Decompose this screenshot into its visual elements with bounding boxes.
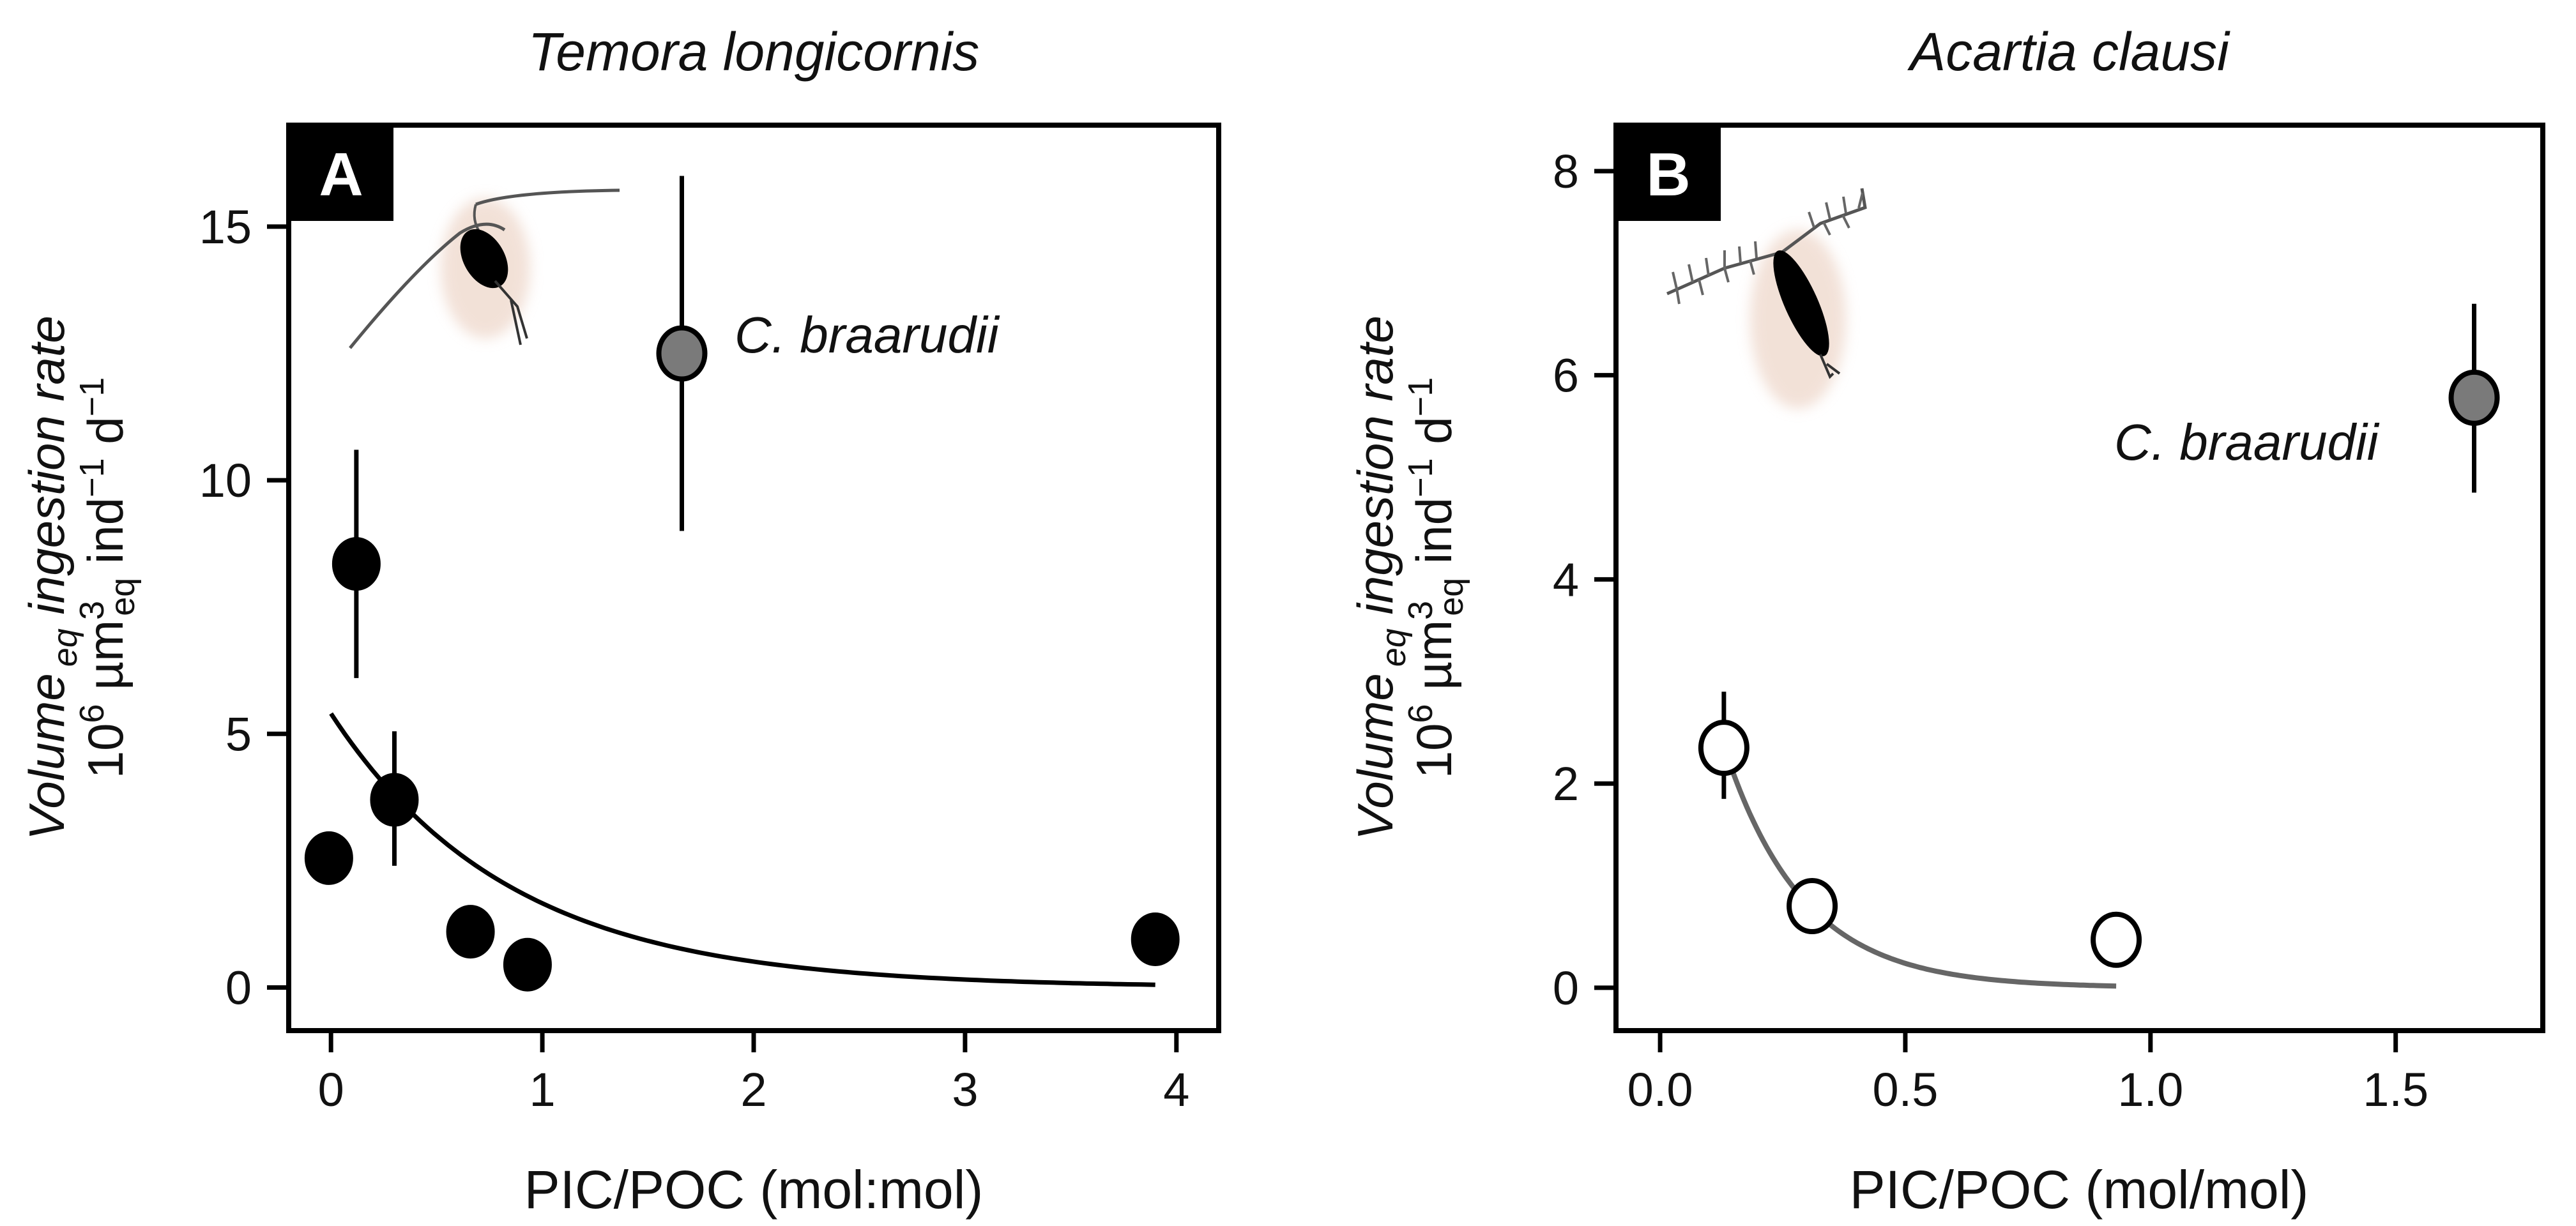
panel-b-y-tick-label: 6 [1553, 349, 1579, 402]
panel-b-data-point [1698, 720, 1749, 776]
panel-b-y-tick-label: 8 [1553, 145, 1579, 198]
panel-a-title: Temora longicornis [528, 22, 980, 82]
panel-a-data-point [332, 537, 381, 591]
panel-b-letter-box [1616, 125, 1721, 221]
panel-b-x-tick-label: 1.0 [2117, 1063, 2183, 1116]
panel-a-ylabel-rest: ingestion rate [19, 315, 75, 628]
panel-b-ylabel2-e: eq [1432, 578, 1470, 616]
panel-b-y-axis: 0 2 4 6 8 [1553, 145, 1616, 1015]
panel-a-x-tick-label: 4 [1163, 1063, 1189, 1116]
svg-text:Volumeeq ingestion rate: Volume eq ingestion rate [1347, 315, 1413, 840]
panel-b-data-point [1787, 877, 1838, 934]
panel-a-x-axis: 0 1 2 3 4 [318, 1031, 1189, 1116]
panel-b-ylabel2-h: d [1406, 416, 1462, 458]
panel-b-ylabel2-g: −1 [1401, 458, 1440, 497]
acartia-copepod-illustration [1666, 188, 1867, 409]
panel-a-y-tick-label: 5 [225, 708, 252, 761]
panel-a-data-point [503, 937, 552, 992]
panel-a-x-tick-label: 1 [530, 1063, 556, 1116]
panel-a-points [304, 176, 1180, 992]
svg-text:106 µm3eq ind−1 d−1: 106 µm3eq ind−1 d−1 [1401, 377, 1470, 779]
panel-b-fit-curve [1721, 745, 2117, 989]
panel-b-ylabel-sub: eq [1375, 628, 1413, 667]
panel-a-data-point [1131, 912, 1180, 967]
panel-b-ylabel2-b: 6 [1401, 704, 1440, 723]
panel-a-ylabel2-d: 3 [73, 601, 111, 620]
panel-b-x-tick-label: 1.5 [2363, 1063, 2428, 1116]
panel-a-ylabel-main: Volume [19, 673, 75, 840]
panel-a-ylabel2-h: d [77, 416, 133, 458]
panel-a-y-tick-label: 15 [199, 201, 252, 254]
panel-b-ylabel2-d: 3 [1401, 601, 1440, 620]
svg-text:Volumeeq ingestion rate: Volume eq ingestion rate [19, 315, 84, 840]
panel-b-y-tick-label: 0 [1553, 962, 1579, 1015]
panel-a-ylabel2-g: −1 [73, 458, 111, 497]
temora-copepod-illustration [349, 188, 620, 349]
panel-a-x-axis-title: PIC/POC (mol:mol) [524, 1160, 984, 1220]
panel-a-data-point [446, 905, 495, 959]
panel-b-x-tick-label: 0.0 [1627, 1063, 1693, 1116]
panel-b-x-axis: 0.0 0.5 1.0 1.5 [1627, 1031, 2428, 1116]
panel-b-x-axis-title: PIC/POC (mol/mol) [1850, 1160, 2309, 1220]
panel-b-fit-line [1721, 745, 2117, 989]
panel-a-x-tick-label: 3 [952, 1063, 978, 1116]
panel-a-ylabel2-e: eq [103, 578, 142, 616]
panel-b-ylabel-rest: ingestion rate [1347, 315, 1403, 628]
panel-a-annotation: C. braarudii [735, 306, 1000, 363]
panel-a-y-tick-label: 0 [225, 961, 252, 1014]
panel-b-x-tick-label: 0.5 [1873, 1063, 1939, 1116]
panel-a-y-axis: 0 5 10 15 [199, 201, 289, 1014]
panel-a-ylabel2-b: 6 [73, 704, 111, 723]
panel-b-ylabel2-c: µm [1406, 620, 1462, 704]
panel-a-fit-curve [329, 712, 1155, 987]
svg-text:106 µm3eq ind−1 d−1: 106 µm3eq ind−1 d−1 [73, 377, 142, 779]
panel-a-letter-box [289, 125, 393, 221]
panel-b-annotation: C. braarudii [2114, 414, 2380, 471]
panel-b-ylabel2-a: 10 [1406, 723, 1462, 778]
panel-a-y-tick-label: 10 [199, 454, 252, 507]
panel-a-ylabel2-c: µm [77, 620, 133, 704]
panel-b-ylabel2-f: ind [1406, 497, 1462, 578]
panel-b-title: Acartia clausi [1907, 22, 2230, 82]
panel-b: Acartia clausi C. braarudii B 0.0 0.5 1.0 1… [1347, 22, 2545, 1220]
panel-a-ylabel2-i: −1 [73, 377, 111, 417]
panel-b-y-tick-label: 4 [1553, 553, 1579, 606]
panel-b-y-tick-label: 2 [1553, 757, 1579, 810]
panel-b-ylabel-main: Volume [1347, 673, 1403, 840]
panel-a-ylabel-sub: eq [46, 628, 84, 667]
panel-a-x-tick-label: 2 [740, 1063, 766, 1116]
panel-b-ylabel2-i: −1 [1401, 377, 1440, 417]
panel-b-data-point [2448, 369, 2500, 426]
panel-b-letter: B [1646, 140, 1690, 209]
panel-a-ylabel2-a: 10 [77, 723, 133, 778]
panel-a-fit-line [329, 712, 1155, 987]
panel-b-data-point [2091, 911, 2142, 968]
panel-a-data-point [304, 831, 353, 885]
panel-a-data-point [370, 773, 419, 827]
panel-a-ylabel2-f: ind [77, 497, 133, 578]
panel-a-data-point [656, 325, 708, 382]
panel-b-y-axis-title: Volume eq ingestion rate 106 µm3eq ind−1 … [1347, 315, 1470, 840]
panel-a-letter: A [319, 140, 363, 209]
panel-b-points [1698, 303, 2500, 968]
panel-a-x-tick-label: 0 [318, 1063, 344, 1116]
panel-a-y-axis-title: Volume eq ingestion rate 106 µm3eq ind−1 … [19, 315, 142, 840]
